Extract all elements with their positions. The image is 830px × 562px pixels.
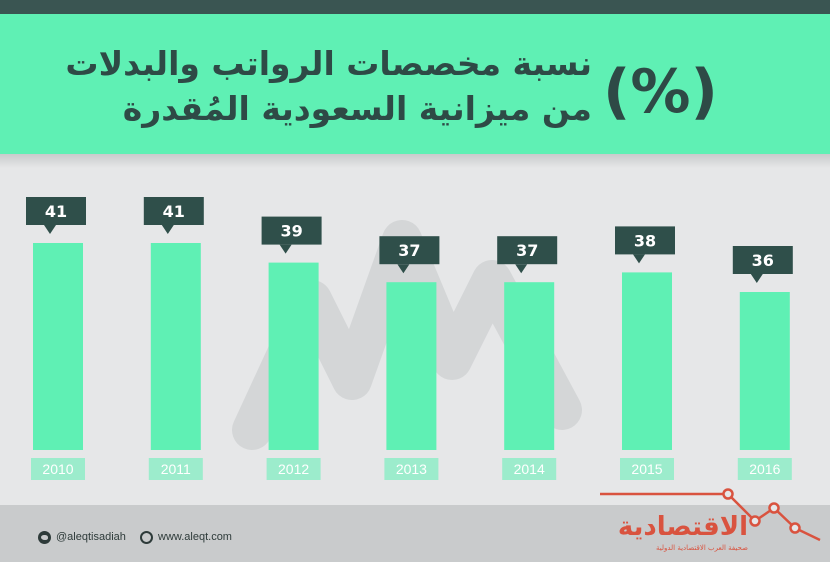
chart-title-line1: نسبة مخصصات الرواتب والبدلات [65, 44, 592, 83]
x-tick-label: 2012 [278, 461, 309, 477]
bar [504, 282, 555, 450]
publisher-logo: الاقتصادية صحيفة العرب الاقتصادية الدولي… [618, 512, 748, 556]
chart-title-line2: من ميزانية السعودية المُقدرة [122, 89, 592, 128]
x-tick-label: 2010 [42, 461, 73, 477]
x-tick-label: 2015 [631, 461, 662, 477]
data-label-box [261, 216, 322, 245]
data-label-pointer [44, 225, 56, 234]
header-shadow [0, 154, 830, 168]
data-label-pointer [279, 244, 292, 254]
year-label-bg [266, 458, 321, 480]
x-tick-label: 2013 [396, 461, 427, 477]
bar [268, 262, 319, 450]
footer-bar [0, 505, 830, 562]
data-label-pointer [750, 274, 763, 283]
x-tick-label: 2016 [749, 461, 780, 477]
data-label-pointer [633, 254, 645, 264]
logo-subtext: صحيفة العرب الاقتصادية الدولية [656, 544, 748, 552]
bar [386, 282, 437, 450]
year-label-bg [384, 458, 439, 480]
twitter-handle: @aleqtisadiah [56, 531, 126, 543]
data-label: 41 [45, 202, 67, 221]
data-label-pointer [515, 264, 528, 274]
data-label-box [732, 246, 793, 274]
website-link[interactable]: www.aleqt.com [140, 529, 232, 545]
globe-icon [140, 530, 153, 544]
top-strip [0, 0, 830, 14]
bar [150, 243, 201, 450]
logo-text: الاقتصادية [617, 512, 748, 542]
data-label: 41 [163, 202, 185, 221]
data-label: 36 [752, 251, 774, 270]
twitter-icon [38, 530, 51, 544]
bar [622, 272, 672, 450]
year-label-bg [620, 458, 674, 480]
year-label-bg [148, 458, 203, 480]
twitter-link[interactable]: @aleqtisadiah [38, 529, 126, 545]
header-banner [0, 14, 830, 154]
year-label-bg [31, 458, 85, 480]
bar-chart: 2010 41 2011 41 2012 39 2013 37 2014 37 2015 38 2016… [26, 197, 793, 480]
trend-line-decoration [600, 488, 821, 542]
data-label-box [615, 226, 675, 255]
data-label-pointer [161, 225, 174, 234]
data-label-box [497, 236, 558, 265]
x-tick-label: 2011 [161, 461, 191, 477]
data-label-box [143, 197, 204, 225]
bar [33, 243, 83, 450]
data-label: 37 [516, 241, 538, 260]
year-label-bg [737, 458, 792, 480]
percent-unit-label: (%) [603, 57, 718, 127]
website-url: www.aleqt.com [158, 531, 232, 543]
year-label-bg [502, 458, 557, 480]
bar [739, 292, 790, 450]
data-label: 37 [398, 241, 420, 260]
data-label-pointer [397, 264, 410, 274]
data-label: 38 [634, 231, 656, 250]
data-label: 39 [280, 222, 302, 241]
data-label-box [379, 236, 440, 265]
data-label-box [26, 197, 86, 225]
x-tick-label: 2014 [514, 461, 545, 477]
